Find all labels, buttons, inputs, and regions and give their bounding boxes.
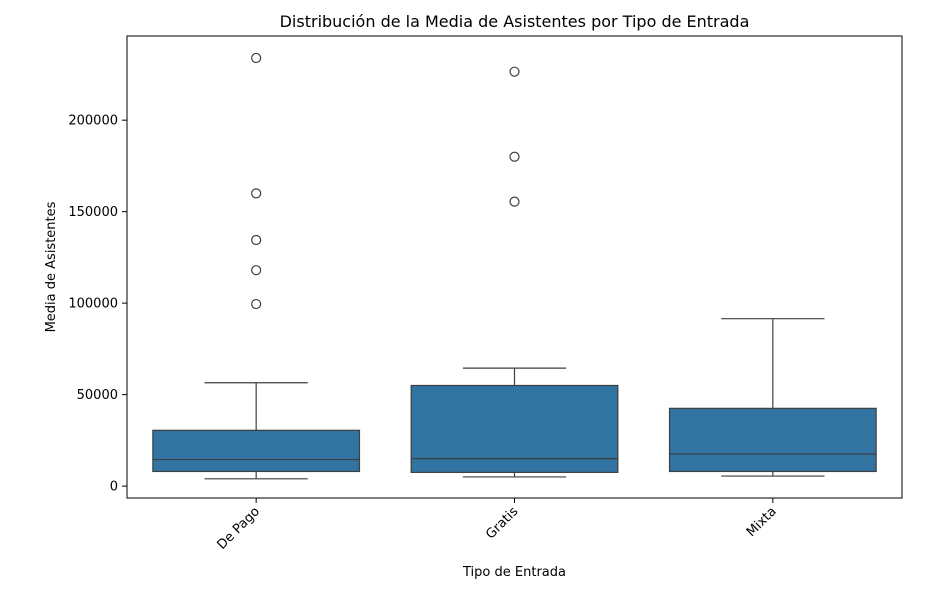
iqr-box (152, 429, 361, 473)
y-tick-label: 150000 (68, 205, 118, 220)
outlier-point (509, 66, 520, 77)
plot-frame (126, 35, 903, 499)
outlier-point (251, 298, 262, 310)
x-tick-label: Mixta (744, 504, 780, 540)
y-tick-label: 50000 (77, 388, 118, 403)
x-tick-label: Gratis (483, 504, 521, 542)
y-axis-label: Media de Asistentes (44, 201, 59, 332)
outlier-point (251, 234, 262, 246)
outlier-point (509, 151, 520, 162)
x-axis: De Pago Gratis Mixta (215, 498, 780, 553)
y-axis: 0 50000 100000 150000 200000 (68, 114, 127, 495)
box-group (668, 318, 877, 477)
y-tick-label: 200000 (68, 114, 118, 129)
chart-title: Distribución de la Media de Asistentes p… (280, 12, 750, 31)
box-group (152, 52, 361, 480)
outlier-point (509, 196, 520, 207)
boxes-layer (152, 52, 877, 480)
y-tick-label: 0 (110, 480, 118, 495)
box-group (410, 66, 619, 478)
outlier-point (251, 265, 262, 276)
iqr-box (668, 407, 877, 473)
x-tick-label: De Pago (215, 504, 264, 553)
outlier-point (251, 52, 262, 64)
iqr-box (410, 384, 619, 473)
outlier-point (251, 188, 262, 199)
x-axis-label: Tipo de Entrada (462, 565, 566, 580)
y-tick-label: 100000 (68, 297, 118, 312)
